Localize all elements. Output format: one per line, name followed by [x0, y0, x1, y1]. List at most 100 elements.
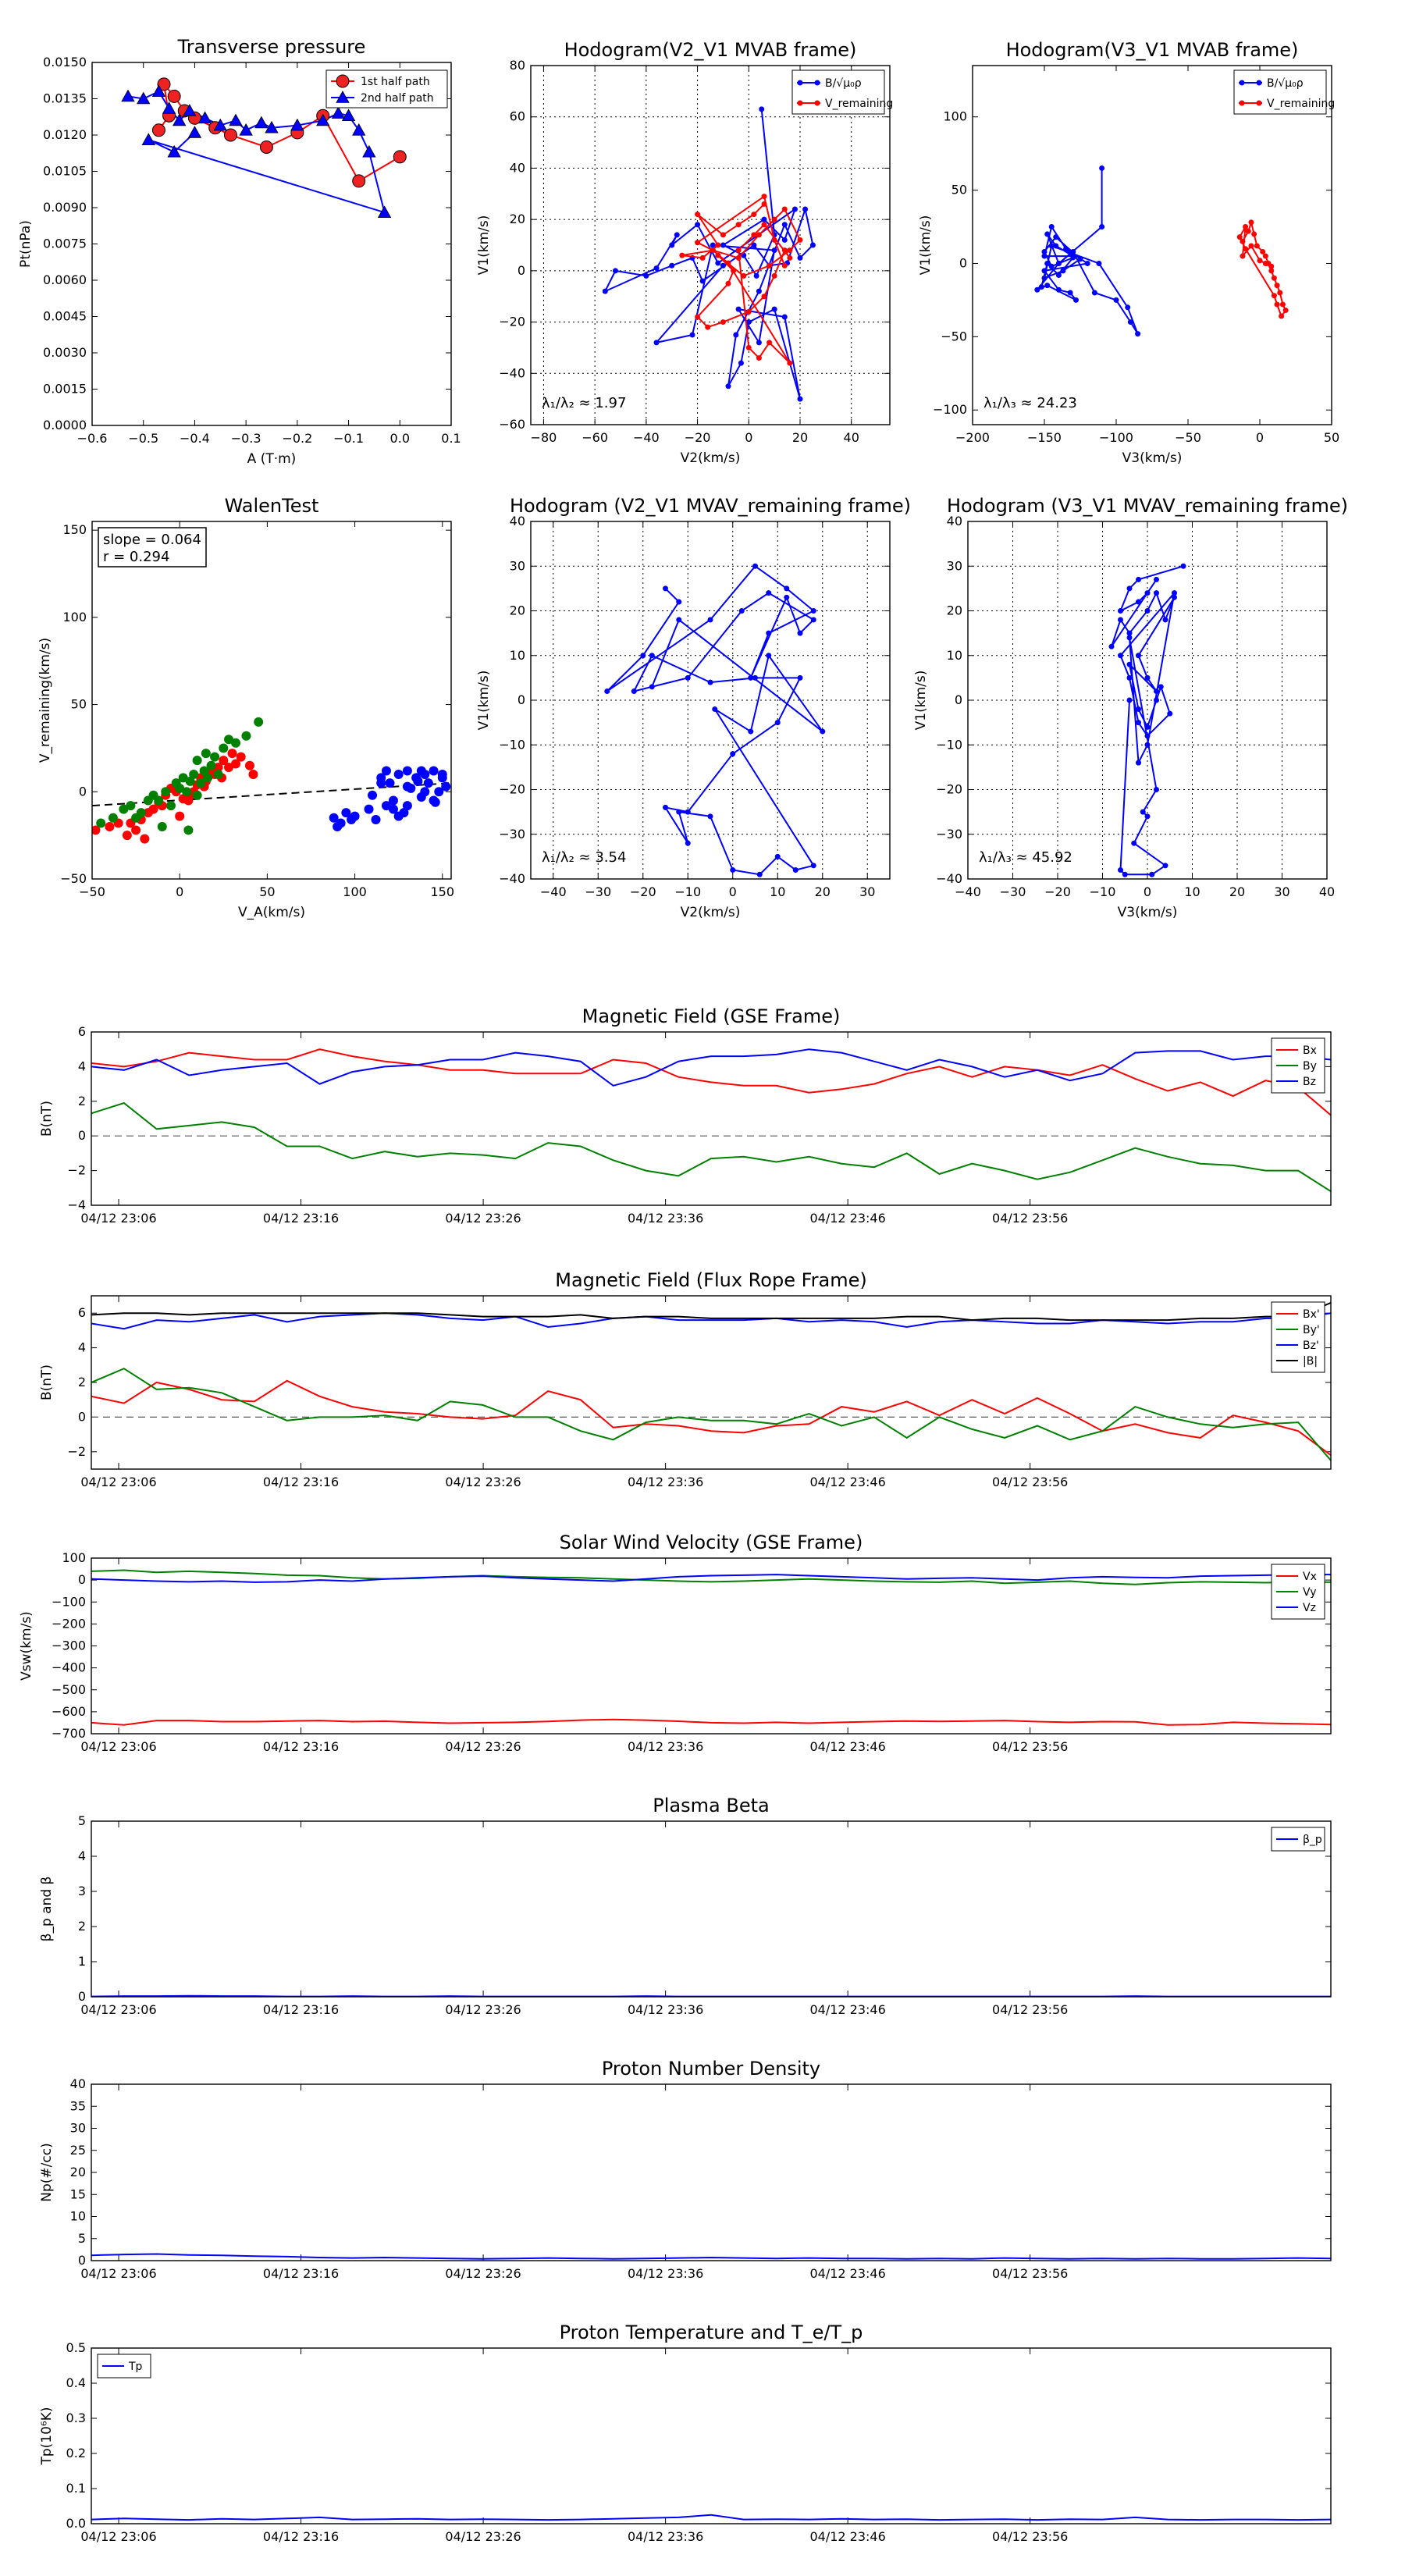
point-blue [393, 769, 404, 779]
time-panel-5-ytick-label: 0.0 [66, 2516, 86, 2531]
time-panel-5-xtick-label: 04/12 23:06 [80, 2529, 156, 2544]
time-panel-1-legend-label: Bx' [1303, 1308, 1320, 1321]
time-panel-1-ytick-label: 6 [78, 1305, 86, 1320]
point-blue [402, 781, 412, 792]
panel-h2-point [1125, 304, 1131, 311]
time-panel-3-xtick-label: 04/12 23:26 [445, 2002, 521, 2017]
panel-walen-frame [91, 521, 452, 880]
legend-marker [814, 100, 820, 106]
time-panel-0-ytick-label: −2 [67, 1163, 86, 1178]
panel-h2-point [1060, 268, 1066, 274]
point-blue [341, 808, 351, 818]
panel-h2-point [1279, 301, 1286, 308]
time-panel-1-legend-label: By' [1303, 1324, 1320, 1336]
point-red [224, 763, 234, 773]
point-blue [434, 787, 444, 797]
panel-h2-point [1245, 228, 1251, 234]
point-red [244, 760, 254, 770]
panel-h3-point [631, 688, 637, 695]
panel-h2-point [1099, 224, 1105, 230]
panel-h1-point [715, 252, 721, 258]
panel-tp-xtick-label: −0.3 [231, 431, 261, 446]
panel-h1-point [741, 272, 747, 279]
time-panel-5-ytick-label: 0.5 [66, 2340, 86, 2355]
point-green [178, 773, 188, 783]
panel-h3-point [663, 585, 668, 592]
panel-h1-point [720, 232, 726, 238]
panel-h1-xtick-label: −20 [685, 430, 711, 445]
point-green [119, 804, 129, 814]
panel-h1-ylabel: V1(km/s) [476, 215, 492, 276]
panel-h3-point [752, 563, 758, 569]
panel-h4-point [1172, 594, 1177, 600]
time-panel-4-ytick-label: 40 [70, 2076, 86, 2091]
legend-marker [797, 100, 803, 106]
panel-h2-eigen-ratio: λ₁/λ₃ ≈ 24.23 [984, 395, 1077, 411]
time-panel-2-ytick-label: 0 [78, 1572, 86, 1587]
panel-h1-ytick-label: −60 [499, 417, 525, 432]
panel-h2-point [1248, 219, 1254, 226]
panel-h2-point [1271, 275, 1277, 281]
point-2nd-half-path [341, 109, 356, 122]
time-panel-4-xtick-label: 04/12 23:26 [445, 2266, 521, 2281]
point-2nd-half-path [197, 111, 212, 124]
point-2nd-half-path [213, 118, 227, 131]
panel-h1-point [695, 212, 701, 218]
panel-h1-point [771, 237, 777, 243]
panel-h4-ylabel: V1(km/s) [913, 671, 929, 731]
time-panel-3-legend-label: β_p [1303, 1834, 1322, 1846]
time-panel-4-xtick-label: 04/12 23:16 [263, 2266, 339, 2281]
time-panel-3-ytick-label: 2 [78, 1919, 86, 1934]
point-red [148, 804, 158, 814]
time-panel-5-xtick-label: 04/12 23:56 [992, 2529, 1068, 2544]
time-panel-4-ytick-label: 15 [70, 2186, 86, 2201]
panel-walen-data [92, 717, 451, 844]
time-panel-0-title: Magnetic Field (GSE Frame) [582, 1005, 841, 1027]
series-By-line [91, 1368, 1331, 1461]
panel-h4-xlabel: V3(km/s) [1118, 905, 1178, 920]
point-red [231, 759, 240, 769]
panel-h3-point [649, 684, 655, 690]
legend-label: B/√μ₀ρ [1267, 77, 1304, 90]
panel-h3-point [707, 617, 713, 623]
point-2nd-half-path [290, 118, 304, 131]
time-panel-3-ylabel: β_p and β [39, 1877, 55, 1942]
panel-tp-xtick-label: −0.5 [128, 431, 158, 446]
panel-h3-xtick-label: 0 [729, 884, 737, 899]
point-2nd-half-path [377, 205, 392, 219]
time-panel-5-xtick-label: 04/12 23:26 [445, 2529, 521, 2544]
panel-h2-ytick-label: −100 [933, 402, 967, 417]
panel-h1-point [733, 332, 739, 338]
panel-h1-point [735, 254, 742, 261]
panel-h2-point [1044, 231, 1051, 237]
time-panel-1-ytick-label: 4 [78, 1340, 86, 1355]
panel-h4-xtick-label: 40 [1319, 884, 1335, 899]
panel-h1-point [781, 247, 788, 254]
point-2nd-half-path [187, 126, 202, 138]
panel-h1-xtick-label: 20 [792, 430, 808, 445]
panel-h1-point [771, 216, 777, 222]
panel-h2-point [1055, 260, 1062, 266]
time-panel-4-frame [91, 2083, 1332, 2261]
panel-walen: WalenTest −50 0 50 100 150 −50 0 50 100 150 V_A(km/… [37, 495, 454, 920]
panel-h3-point [676, 809, 682, 815]
panel-h2-ytick-label: −50 [941, 329, 967, 343]
panel-h4-ytick-label: −40 [936, 871, 962, 886]
panel-h3-point [810, 608, 816, 614]
panel-h1-point [781, 206, 788, 212]
panel-h1-point [745, 319, 752, 326]
panel-h1-point [745, 308, 752, 315]
panel-h1-xlabel: V2(km/s) [681, 450, 741, 466]
point-red [219, 756, 229, 766]
panel-h2-point [1044, 283, 1051, 289]
time-panel-3-ytick-label: 5 [78, 1813, 86, 1828]
panel-walen-ytick-label: −50 [60, 871, 87, 886]
panel-h2-title: Hodogram(V3_V1 MVAB frame) [1006, 39, 1299, 61]
panel-h3-ytick-label: 30 [510, 558, 525, 573]
time-panel-1-xtick-label: 04/12 23:06 [80, 1475, 156, 1489]
panel-h1-point [759, 106, 765, 112]
time-panel-2-ytick-label: −200 [52, 1616, 86, 1631]
panel-h3-point [604, 688, 610, 695]
panel-h4-point [1126, 630, 1133, 636]
time-panel-4-ylabel: Np(#/cc) [39, 2143, 55, 2201]
